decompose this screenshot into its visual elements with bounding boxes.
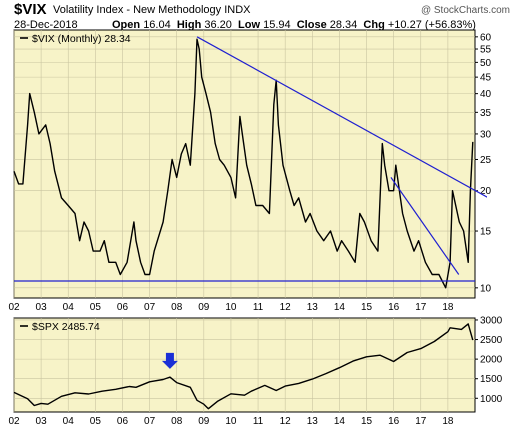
vix-x-tick-label: 12 <box>280 302 292 313</box>
quote-date: 28-Dec-2018 <box>14 19 78 31</box>
spx-x-tick-label: 16 <box>388 416 400 427</box>
downtrend-line-minor <box>390 177 460 275</box>
spx-series-line <box>13 323 474 410</box>
spx-legend-label: $SPX 2485.74 <box>32 321 100 333</box>
vix-y-tick-label: 30 <box>480 129 492 140</box>
spx-x-tick-label: 02 <box>8 416 20 427</box>
vix-y-tick-label: 15 <box>480 227 492 238</box>
vix-y-tick-label: 25 <box>480 155 492 166</box>
spx-y-tick-label: 1000 <box>480 394 503 405</box>
vix-x-tick-label: 10 <box>225 302 237 313</box>
vix-legend-label: $VIX (Monthly) 28.34 <box>32 33 131 45</box>
vix-y-tick-label: 45 <box>480 73 492 84</box>
vix-y-tick-label: 10 <box>480 283 492 294</box>
spx-plot-area <box>13 317 476 413</box>
vix-y-tick-label: 50 <box>480 58 492 69</box>
chart-header: $VIX Volatility Index - New Methodology … <box>0 0 520 34</box>
vix-x-tick-label: 16 <box>388 302 400 313</box>
vix-x-tick-label: 06 <box>117 302 129 313</box>
vix-x-tick-label: 18 <box>442 302 454 313</box>
vix-y-tick-label: 60 <box>480 32 492 43</box>
spx-x-tick-label: 12 <box>280 416 292 427</box>
spx-x-tick-label: 13 <box>307 416 319 427</box>
vix-x-tick-label: 05 <box>90 302 102 313</box>
symbol-title: $VIX <box>14 1 47 18</box>
spx-x-tick-label: 17 <box>415 416 427 427</box>
vix-x-tick-label: 03 <box>36 302 48 313</box>
trendlines <box>14 36 487 282</box>
stockcharts-credit: @ StockCharts.com <box>420 5 510 16</box>
spx-x-tick-label: 09 <box>198 416 210 427</box>
vix-plot-area <box>13 29 476 299</box>
spx-x-tick-label: 06 <box>117 416 129 427</box>
vix-y-tick-label: 40 <box>480 89 492 100</box>
spx-x-tick-label: 14 <box>334 416 346 427</box>
ohlc-readout: Open 16.04 High 36.20 Low 15.94 Close 28… <box>112 19 476 31</box>
symbol-description: Volatility Index - New Methodology INDX <box>53 4 251 16</box>
vix-x-tick-label: 13 <box>307 302 319 313</box>
spx-x-tick-label: 15 <box>361 416 373 427</box>
spx-x-tick-label: 11 <box>253 416 264 427</box>
vix-x-tick-label: 04 <box>63 302 75 313</box>
spx-y-tick-label: 1500 <box>480 374 503 385</box>
vix-y-tick-label: 55 <box>480 45 492 56</box>
vix-y-tick-label: 20 <box>480 186 492 197</box>
spx-x-tick-label: 10 <box>225 416 237 427</box>
vix-y-tick-label: 35 <box>480 108 492 119</box>
spx-x-tick-label: 03 <box>36 416 48 427</box>
spx-y-tick-label: 2000 <box>480 355 503 366</box>
spx-y-tick-label: 3000 <box>480 315 503 326</box>
spx-x-tick-label: 07 <box>144 416 156 427</box>
vix-x-tick-label: 07 <box>144 302 156 313</box>
arrow-down-icon <box>161 352 178 369</box>
vix-x-tick-label: 08 <box>171 302 183 313</box>
vix-series-line <box>13 38 474 289</box>
spx-x-tick-label: 05 <box>90 416 102 427</box>
vix-panel: 02 03 04 05 06 07 08 09 10 11 12 13 14 15 16 17 18 10 15 20… <box>8 29 492 313</box>
spx-x-tick-label: 08 <box>171 416 183 427</box>
spx-panel: 02 03 04 05 06 07 08 09 10 11 12 13 14 15 16 17 18 1000 15… <box>8 315 502 427</box>
vix-x-tick-label: 14 <box>334 302 346 313</box>
spx-x-tick-label: 18 <box>442 416 454 427</box>
vix-x-tick-label: 11 <box>253 302 264 313</box>
vix-x-tick-label: 17 <box>415 302 427 313</box>
spx-x-tick-label: 04 <box>63 416 75 427</box>
vix-x-tick-label: 02 <box>8 302 20 313</box>
vix-x-tick-label: 15 <box>361 302 373 313</box>
downtrend-line-major <box>196 36 487 198</box>
spx-y-tick-label: 2500 <box>480 335 503 346</box>
vix-x-tick-label: 09 <box>198 302 210 313</box>
